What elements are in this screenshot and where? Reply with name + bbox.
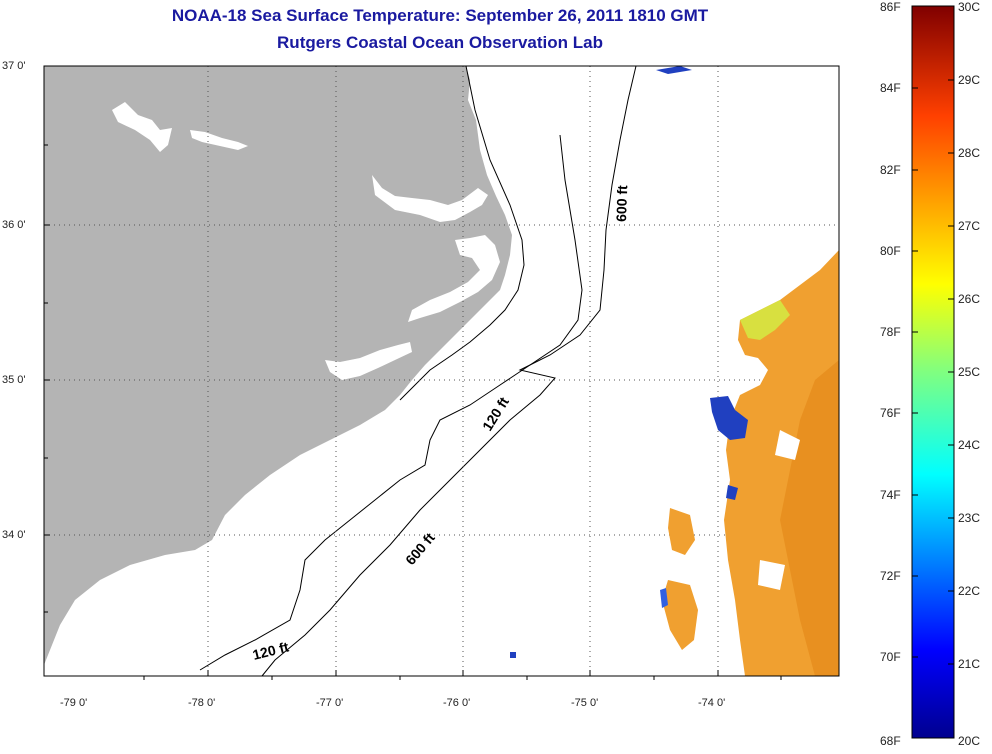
colorbar-c-label: 25C (958, 365, 981, 379)
colorbar-f-label: 70F (880, 650, 901, 664)
graticule (44, 66, 839, 676)
sst-data (510, 66, 839, 676)
map-subtitle: Rutgers Coastal Ocean Observation Lab (277, 33, 603, 52)
colorbar-c-label: 23C (958, 511, 981, 525)
contour-120ft (199, 134, 583, 671)
colorbar-c-label: 26C (958, 292, 981, 306)
colorbar-f-label: 68F (880, 734, 901, 748)
albemarle-sound (372, 175, 488, 222)
lon-label: -77 0' (316, 697, 344, 709)
lat-label: 37 0' (2, 60, 26, 72)
colorbar-c-label: 21C (958, 657, 981, 671)
colorbar-f-label: 84F (880, 81, 901, 95)
outer-banks (399, 65, 525, 401)
colorbar-f-label: 82F (880, 163, 901, 177)
colorbar-f-label: 76F (880, 406, 901, 420)
colorbar-f-label: 80F (880, 244, 901, 258)
contour-label-600-north: 600 ft (613, 185, 630, 222)
colorbar-c-label: 28C (958, 146, 981, 160)
land-mass (44, 66, 512, 665)
tick-marks (44, 144, 782, 680)
lat-label: 36 0' (2, 219, 26, 231)
lat-label: 35 0' (2, 374, 26, 386)
colorbar-f-label: 74F (880, 488, 901, 502)
lon-label: -78 0' (188, 697, 216, 709)
colorbar-c-label: 29C (958, 73, 981, 87)
colorbar-f-label: 72F (880, 569, 901, 583)
colorbar-c-label: 30C (958, 0, 981, 14)
lake-northwest (112, 102, 172, 152)
colorbar-c-label: 22C (958, 584, 981, 598)
neuse-river (325, 342, 412, 380)
colorbar-c-label: 27C (958, 219, 981, 233)
lon-label: -75 0' (571, 697, 599, 709)
pamlico-sound (408, 235, 500, 322)
colorbar-f-label: 78F (880, 325, 901, 339)
colorbar-c-label: 24C (958, 438, 981, 452)
colorbar-ticks (912, 79, 954, 665)
contour-600ft (261, 65, 637, 677)
colorbar-f-label: 86F (880, 0, 901, 14)
colorbar-c-label: 20C (958, 734, 981, 748)
map-title: NOAA-18 Sea Surface Temperature: Septemb… (171, 6, 709, 25)
colorbar (911, 5, 955, 739)
map-frame (43, 65, 840, 677)
lake-north (190, 130, 248, 150)
lon-label: -79 0' (60, 697, 88, 709)
lon-label: -74 0' (698, 697, 726, 709)
lon-label: -76 0' (443, 697, 471, 709)
lat-label: 34 0' (2, 529, 26, 541)
